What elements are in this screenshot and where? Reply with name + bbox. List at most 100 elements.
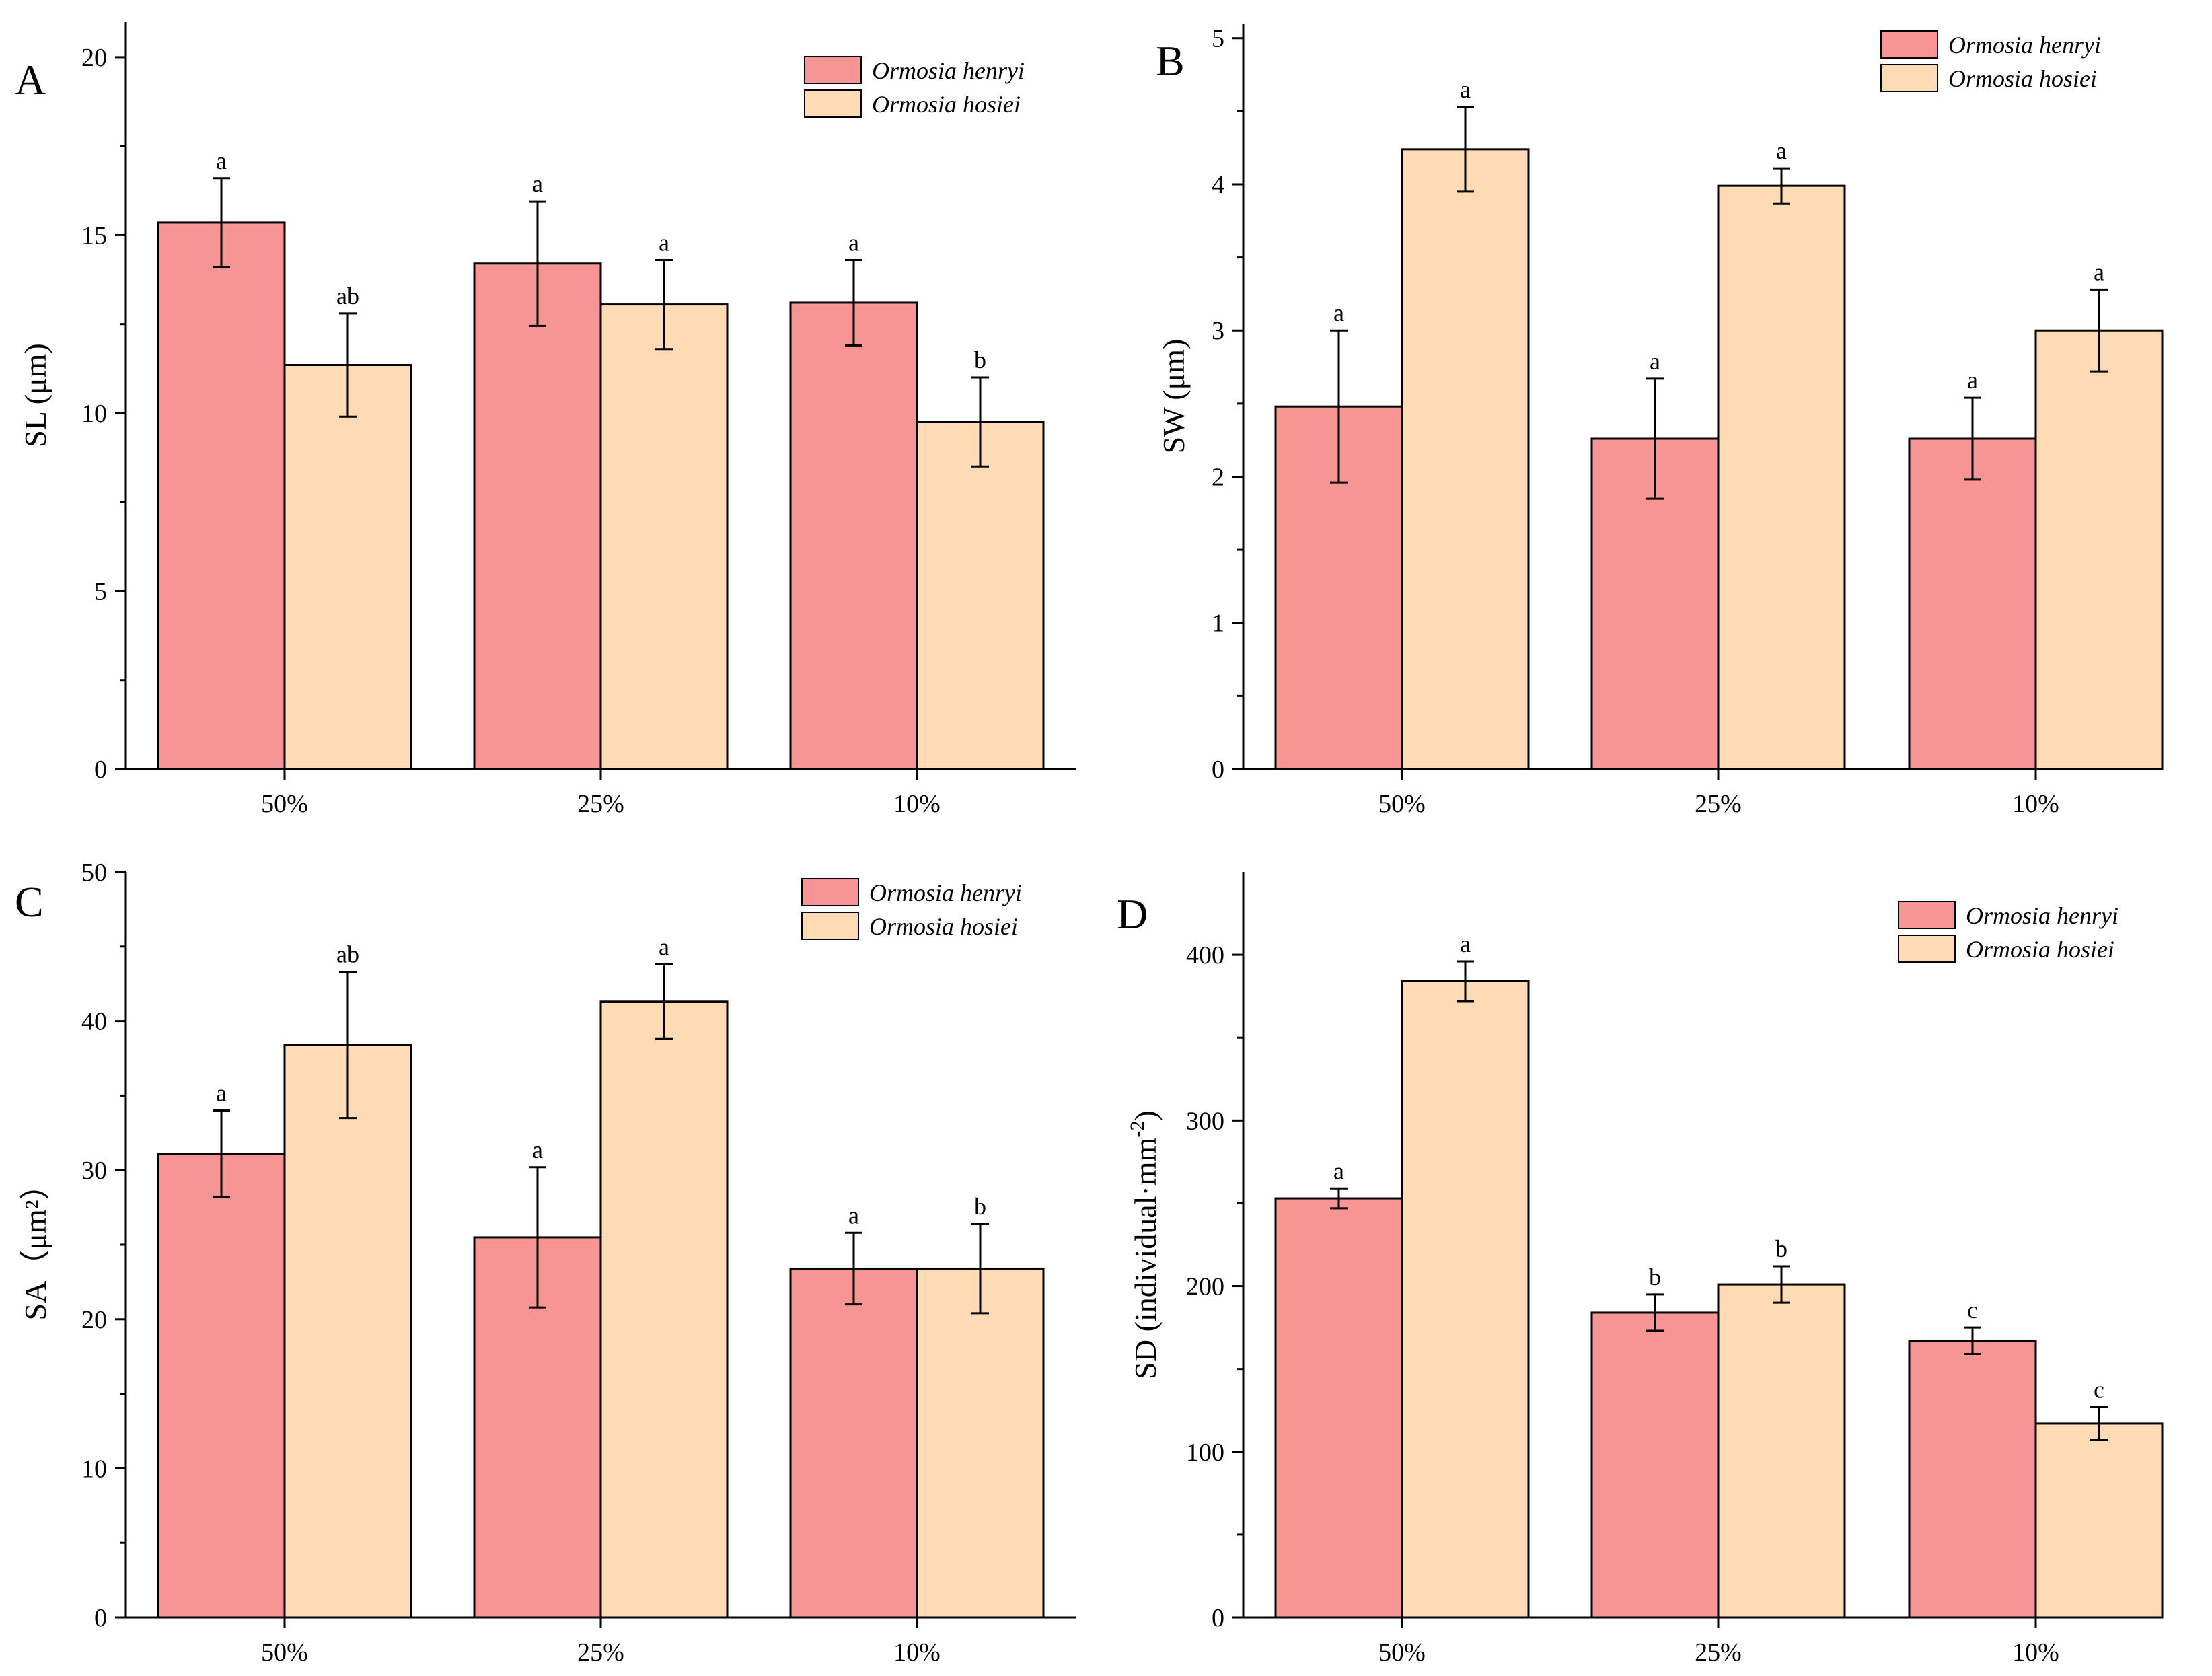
y-tick-label: 10 — [81, 1455, 107, 1483]
significance-label: a — [1333, 1157, 1344, 1184]
bar-hosiei-50pct — [283, 1044, 412, 1619]
x-tick-label: 10% — [893, 1638, 941, 1667]
legend: Ormosia henryi Ormosia hosiei — [1898, 901, 2118, 963]
significance-label: a — [1776, 137, 1787, 164]
significance-label: c — [2094, 1376, 2104, 1403]
x-tick-label: 10% — [893, 790, 941, 818]
y-tick-label: 40 — [81, 1008, 107, 1036]
legend: Ormosia henryi Ormosia hosiei — [801, 878, 1022, 940]
bar-hosiei-50pct — [283, 364, 412, 770]
legend: Ormosia henryi Ormosia hosiei — [1880, 30, 2101, 92]
legend-swatch-hosiei — [1898, 935, 1956, 963]
bar-henryi-10pct — [1908, 437, 2037, 770]
legend-label-henryi: Ormosia henryi — [872, 57, 1025, 84]
bar-hosiei-25pct — [599, 303, 729, 770]
x-tick-label: 50% — [261, 1638, 308, 1667]
significance-label: a — [848, 1202, 859, 1229]
y-tick-label: 0 — [94, 1604, 107, 1632]
significance-label: a — [1460, 76, 1471, 103]
y-tick-label: 30 — [81, 1157, 107, 1185]
legend-swatch-henryi — [1898, 901, 1956, 929]
x-tick-label: 25% — [1695, 790, 1742, 818]
y-tick-label: 5 — [94, 577, 107, 606]
significance-label: a — [532, 1136, 543, 1163]
legend-label-hosiei: Ormosia hosiei — [872, 91, 1021, 118]
significance-label: ab — [336, 941, 359, 968]
significance-label: b — [1649, 1264, 1661, 1290]
panel-letter: D — [1117, 890, 1148, 938]
x-tick-label: 50% — [261, 790, 308, 818]
x-tick-label: 50% — [1378, 790, 1426, 818]
bar-hosiei-50pct — [1401, 148, 1530, 770]
significance-label: ab — [336, 283, 359, 309]
bar-hosiei-10pct — [916, 1267, 1045, 1619]
legend: Ormosia henryi Ormosia hosiei — [804, 56, 1025, 118]
y-axis-label: SD (individual·mm-2) — [1126, 1110, 1163, 1379]
panel-letter: C — [15, 878, 44, 926]
y-axis-label-superscript: -2 — [1126, 1121, 1148, 1138]
bar-hosiei-25pct — [1717, 1283, 1846, 1619]
bar-henryi-25pct — [1590, 1311, 1720, 1619]
bar-henryi-50pct — [157, 221, 286, 770]
y-tick-label: 4 — [1212, 171, 1224, 199]
significance-label: a — [659, 933, 669, 960]
legend-label-henryi: Ormosia henryi — [1966, 902, 2118, 929]
legend-label-henryi: Ormosia henryi — [869, 879, 1022, 906]
bar-hosiei-50pct — [1401, 980, 1530, 1619]
y-tick-label: 50 — [81, 859, 107, 887]
significance-label: a — [1460, 931, 1471, 957]
y-tick-label: 2 — [1212, 463, 1224, 491]
y-axis-label: SL (μm) — [18, 343, 52, 447]
bar-hosiei-25pct — [1717, 184, 1846, 770]
significance-label: a — [1333, 299, 1344, 326]
significance-label: a — [216, 1080, 227, 1107]
significance-label: c — [1967, 1297, 1978, 1323]
y-tick-label: 0 — [94, 756, 107, 784]
bar-henryi-50pct — [157, 1153, 286, 1619]
legend-swatch-hosiei — [801, 912, 859, 940]
significance-label: a — [532, 170, 543, 197]
bar-hosiei-25pct — [599, 1000, 729, 1619]
y-tick-label: 0 — [1212, 756, 1224, 784]
bar-henryi-10pct — [789, 301, 918, 770]
legend-swatch-hosiei — [804, 89, 862, 118]
y-tick-label: 1 — [1212, 610, 1224, 638]
panel-letter: A — [15, 56, 46, 104]
y-tick-label: 200 — [1186, 1273, 1224, 1301]
x-tick-label: 25% — [1695, 1638, 1742, 1667]
legend-swatch-henryi — [1880, 30, 1938, 59]
significance-label: b — [974, 347, 986, 373]
significance-label: b — [974, 1193, 986, 1220]
legend-swatch-henryi — [801, 878, 859, 906]
y-tick-label: 3 — [1212, 317, 1224, 345]
y-tick-label: 5 — [1212, 25, 1224, 53]
panel-letter: B — [1156, 37, 1185, 85]
legend-label-hosiei: Ormosia hosiei — [1966, 936, 2114, 963]
bar-henryi-50pct — [1274, 1197, 1403, 1619]
significance-label: a — [2094, 258, 2104, 285]
panel-b-chart: a a a a a a 0 1 2 3 4 5 50% 25% 10% SW (μm) B Ormosia hen… — [1156, 24, 2164, 818]
significance-label: a — [216, 147, 227, 174]
x-tick-label: 25% — [577, 790, 624, 818]
bar-henryi-10pct — [1908, 1340, 2037, 1619]
panel-d-chart: a b c a b c 0 100 200 300 400 50% 25% 10% SD (individu… — [1117, 872, 2164, 1667]
legend-swatch-hosiei — [1880, 64, 1938, 92]
bar-hosiei-10pct — [916, 421, 1045, 770]
significance-label: a — [659, 229, 669, 256]
y-tick-label: 20 — [81, 44, 107, 72]
significance-label: a — [1967, 367, 1978, 394]
y-axis-label: SW (μm) — [1156, 339, 1191, 454]
significance-label: a — [848, 229, 859, 256]
x-tick-label: 25% — [577, 1638, 624, 1667]
bar-hosiei-10pct — [2034, 1422, 2164, 1619]
y-axis-label-tail: ) — [1128, 1110, 1163, 1120]
legend-label-henryi: Ormosia henryi — [1948, 32, 2101, 59]
y-tick-label: 15 — [81, 221, 107, 250]
legend-label-hosiei: Ormosia hosiei — [1948, 65, 2097, 92]
legend-label-hosiei: Ormosia hosiei — [869, 913, 1018, 940]
y-tick-label: 0 — [1212, 1604, 1224, 1632]
x-tick-label: 10% — [2012, 1638, 2059, 1667]
